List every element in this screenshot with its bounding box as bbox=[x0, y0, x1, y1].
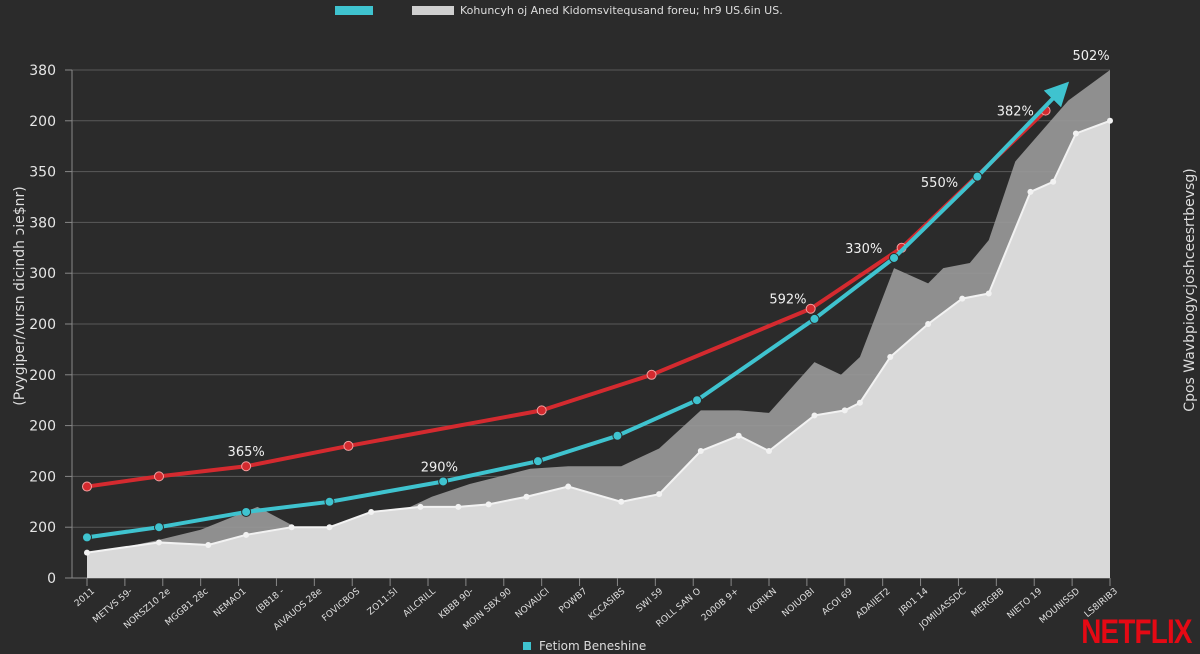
x-tick-label: NOIUOBI bbox=[781, 587, 817, 620]
x-tick-label: POWB7 bbox=[558, 587, 590, 616]
y-tick-label: 200 bbox=[29, 114, 56, 130]
data-point bbox=[84, 549, 90, 556]
x-tick-label: KCCASIBS bbox=[587, 586, 628, 622]
data-point bbox=[417, 503, 424, 510]
data-point bbox=[523, 493, 530, 500]
x-tick-label: SWI 59 bbox=[635, 586, 666, 614]
data-point bbox=[1027, 188, 1034, 195]
y-tick-label: 200 bbox=[29, 469, 56, 485]
data-label: 365% bbox=[228, 445, 265, 460]
x-tick-label: ZO11:5I bbox=[366, 587, 400, 618]
data-point bbox=[324, 496, 335, 507]
data-point bbox=[959, 295, 966, 302]
data-point bbox=[368, 508, 375, 515]
data-point bbox=[841, 407, 848, 414]
y-tick-label: 380 bbox=[29, 63, 56, 79]
data-point bbox=[153, 522, 164, 533]
x-tick-label: MERGBB bbox=[970, 587, 1006, 620]
x-tick-label: 2000B 9+ bbox=[700, 587, 741, 624]
data-point bbox=[735, 432, 742, 439]
netflix-logo: NETFLIX bbox=[1081, 613, 1193, 651]
data-point bbox=[565, 483, 572, 490]
data-point bbox=[536, 405, 547, 416]
data-point bbox=[985, 290, 992, 297]
data-point bbox=[326, 524, 333, 531]
data-point bbox=[82, 481, 92, 492]
legend-swatch-cyan bbox=[335, 6, 373, 15]
legend-top-text: Kohuncyh oj Aned Kidomsvitequsand foreu;… bbox=[460, 4, 783, 17]
x-tick-label: NOVAUCI bbox=[514, 587, 552, 621]
data-point bbox=[532, 456, 543, 467]
x-tick-label: AILCRILL bbox=[402, 587, 438, 620]
data-point bbox=[766, 448, 772, 454]
data-point bbox=[82, 532, 92, 543]
data-label: 502% bbox=[1072, 49, 1109, 64]
x-tick-label: KORIKN bbox=[746, 587, 779, 617]
data-point bbox=[646, 369, 657, 380]
x-tick-label: NIETO 19 bbox=[1006, 586, 1045, 621]
data-point bbox=[288, 524, 295, 531]
x-tick-label: MOUNISSD bbox=[1038, 587, 1082, 626]
area-series-1 bbox=[87, 120, 1110, 579]
data-point bbox=[692, 395, 703, 406]
legend-swatch-grey bbox=[412, 6, 454, 15]
data-point bbox=[887, 354, 894, 361]
data-point bbox=[241, 506, 252, 517]
data-point bbox=[1107, 117, 1113, 124]
line-series-1 bbox=[86, 119, 1111, 554]
x-tick-label: JB01 14 bbox=[897, 586, 931, 617]
data-point bbox=[438, 476, 449, 487]
data-point bbox=[485, 501, 492, 508]
y-tick-label: 200 bbox=[29, 368, 56, 384]
y-tick-label: 0 bbox=[47, 571, 56, 587]
data-point bbox=[343, 440, 354, 451]
data-point bbox=[889, 252, 900, 263]
legend-bottom: Fetiom Beneshine bbox=[523, 639, 646, 653]
y-tick-label: 380 bbox=[29, 215, 56, 231]
x-tick-label: ACOI 69 bbox=[820, 586, 854, 617]
legend-bottom-text: Fetiom Beneshine bbox=[539, 639, 647, 653]
line-series-3 bbox=[86, 81, 1070, 540]
data-point bbox=[618, 498, 625, 505]
y-tick-label: 200 bbox=[29, 520, 56, 536]
x-tick-label: NEMAO1 bbox=[212, 587, 248, 620]
data-label: 290% bbox=[421, 460, 458, 475]
data-label: 592% bbox=[769, 293, 806, 308]
data-point bbox=[809, 313, 820, 324]
y-axis-label-left: (Pvygiper/ʌursn dicindh ɔie$nr) bbox=[12, 186, 28, 406]
data-point bbox=[153, 471, 164, 482]
x-tick-label: ADAIIET2 bbox=[855, 587, 893, 621]
data-point bbox=[856, 399, 863, 406]
data-point bbox=[205, 541, 212, 548]
data-point bbox=[1050, 178, 1057, 185]
y-tick-label: 200 bbox=[29, 317, 56, 333]
x-tick-label: FOVICBOS bbox=[320, 586, 362, 623]
y-axis-label-right: Cpos Wavbpiogycjoshceesrtbevsg) bbox=[1182, 168, 1198, 412]
data-point bbox=[612, 430, 623, 441]
x-tick-label: 2011 bbox=[73, 587, 97, 609]
y-tick-label: 350 bbox=[29, 165, 56, 181]
data-point bbox=[805, 303, 816, 314]
data-point bbox=[972, 171, 983, 182]
y-tick-label: 200 bbox=[29, 419, 56, 435]
data-label: 330% bbox=[845, 242, 882, 257]
data-label: 550% bbox=[921, 176, 958, 191]
data-point bbox=[243, 531, 250, 538]
data-point bbox=[1072, 130, 1079, 137]
data-point bbox=[811, 412, 818, 419]
data-label: 382% bbox=[997, 105, 1034, 120]
data-point bbox=[155, 539, 162, 546]
legend-swatch-bottom bbox=[523, 642, 531, 650]
data-point bbox=[925, 321, 932, 327]
x-tick-label: (BB18 - bbox=[254, 587, 286, 616]
data-point bbox=[656, 491, 663, 498]
data-point bbox=[455, 503, 462, 510]
y-tick-label: 300 bbox=[29, 266, 56, 282]
x-tick-label: KBBB 90- bbox=[437, 587, 476, 622]
data-point bbox=[241, 461, 252, 472]
data-point bbox=[697, 448, 704, 454]
legend-top: Kohuncyh oj Aned Kidomsvitequsand foreu;… bbox=[335, 4, 783, 17]
